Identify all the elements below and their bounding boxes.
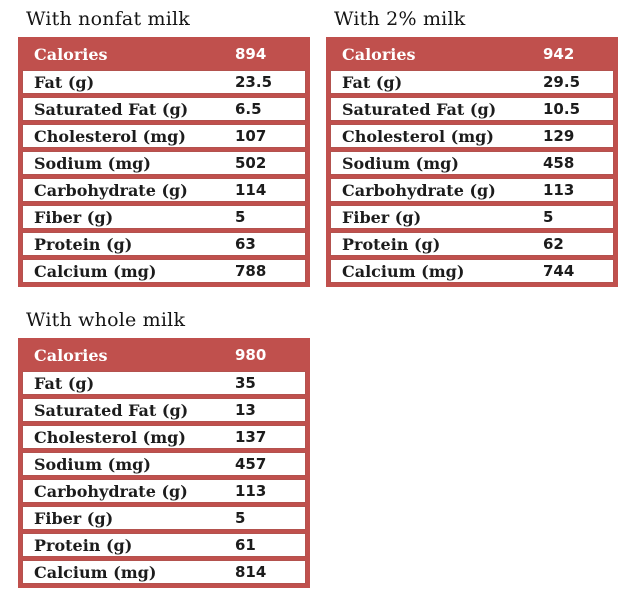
header-value: 980 — [235, 346, 267, 364]
table-block-nonfat-milk: With nonfat milk Calories 894 Fat (g) 23… — [18, 8, 310, 287]
table-title: With 2% milk — [334, 8, 466, 30]
row-value: 502 — [235, 154, 267, 172]
table-row: Protein (g) 63 — [22, 232, 306, 256]
row-label: Cholesterol (mg) — [34, 126, 186, 146]
row-value: 61 — [235, 536, 256, 554]
row-label: Sodium (mg) — [34, 153, 151, 173]
row-label: Carbohydrate (g) — [342, 180, 496, 200]
row-value: 5 — [543, 208, 554, 226]
row-value: 23.5 — [235, 73, 273, 91]
row-label: Fiber (g) — [34, 207, 114, 227]
table-row: Fat (g) 23.5 — [22, 70, 306, 94]
table-row: Calcium (mg) 814 — [22, 560, 306, 584]
row-value: 788 — [235, 262, 267, 280]
nutrition-table-nonfat: Calories 894 Fat (g) 23.5 Saturated Fat … — [18, 37, 310, 287]
table-row: Sodium (mg) 502 — [22, 151, 306, 175]
row-value: 114 — [235, 181, 267, 199]
table-title: With whole milk — [26, 309, 186, 331]
row-label: Protein (g) — [342, 234, 441, 254]
table-row: Fiber (g) 5 — [22, 506, 306, 530]
table-row: Saturated Fat (g) 13 — [22, 398, 306, 422]
table-row: Protein (g) 61 — [22, 533, 306, 557]
table-row: Fiber (g) 5 — [330, 205, 614, 229]
row-label: Sodium (mg) — [342, 153, 459, 173]
table-row: Fat (g) 29.5 — [330, 70, 614, 94]
row-value: 744 — [543, 262, 575, 280]
row-value: 137 — [235, 428, 267, 446]
row-value: 129 — [543, 127, 575, 145]
nutrition-table-2pct: Calories 942 Fat (g) 29.5 Saturated Fat … — [326, 37, 618, 287]
table-row: Carbohydrate (g) 114 — [22, 178, 306, 202]
table-row: Calcium (mg) 744 — [330, 259, 614, 283]
row-value: 458 — [543, 154, 575, 172]
table-row: Cholesterol (mg) 137 — [22, 425, 306, 449]
row-label: Sodium (mg) — [34, 454, 151, 474]
row-value: 10.5 — [543, 100, 581, 118]
row-label: Fat (g) — [34, 373, 95, 393]
header-value: 894 — [235, 45, 267, 63]
row-label: Cholesterol (mg) — [342, 126, 494, 146]
row-label: Calcium (mg) — [34, 562, 157, 582]
row-value: 457 — [235, 455, 267, 473]
row-value: 814 — [235, 563, 267, 581]
table-row: Sodium (mg) 458 — [330, 151, 614, 175]
row-value: 62 — [543, 235, 564, 253]
row-label: Saturated Fat (g) — [34, 99, 189, 119]
row-value: 13 — [235, 401, 256, 419]
row-label: Carbohydrate (g) — [34, 180, 188, 200]
row-value: 5 — [235, 208, 246, 226]
table-row: Saturated Fat (g) 10.5 — [330, 97, 614, 121]
row-label: Saturated Fat (g) — [342, 99, 497, 119]
row-label: Protein (g) — [34, 535, 133, 555]
table-row: Fat (g) 35 — [22, 371, 306, 395]
row-label: Cholesterol (mg) — [34, 427, 186, 447]
table-row: Saturated Fat (g) 6.5 — [22, 97, 306, 121]
table-row: Protein (g) 62 — [330, 232, 614, 256]
nutrition-table-whole: Calories 980 Fat (g) 35 Saturated Fat (g… — [18, 338, 310, 588]
table-row: Carbohydrate (g) 113 — [330, 178, 614, 202]
row-value: 113 — [543, 181, 575, 199]
row-label: Fiber (g) — [342, 207, 422, 227]
table-block-whole-milk: With whole milk Calories 980 Fat (g) 35 … — [18, 309, 310, 588]
header-label: Calories — [34, 44, 108, 64]
table-row: Carbohydrate (g) 113 — [22, 479, 306, 503]
header-value: 942 — [543, 45, 575, 63]
row-label: Fat (g) — [342, 72, 403, 92]
row-label: Fat (g) — [34, 72, 95, 92]
table-row: Sodium (mg) 457 — [22, 452, 306, 476]
row-label: Protein (g) — [34, 234, 133, 254]
table-header-row: Calories 942 — [330, 41, 614, 67]
row-value: 35 — [235, 374, 256, 392]
header-label: Calories — [342, 44, 416, 64]
row-value: 29.5 — [543, 73, 581, 91]
row-value: 107 — [235, 127, 267, 145]
table-row: Cholesterol (mg) 129 — [330, 124, 614, 148]
row-label: Calcium (mg) — [34, 261, 157, 281]
table-header-row: Calories 894 — [22, 41, 306, 67]
row-value: 63 — [235, 235, 256, 253]
table-row: Calcium (mg) 788 — [22, 259, 306, 283]
table-row: Fiber (g) 5 — [22, 205, 306, 229]
row-label: Saturated Fat (g) — [34, 400, 189, 420]
row-label: Carbohydrate (g) — [34, 481, 188, 501]
row-label: Calcium (mg) — [342, 261, 465, 281]
table-title: With nonfat milk — [26, 8, 191, 30]
header-label: Calories — [34, 345, 108, 365]
row-value: 6.5 — [235, 100, 262, 118]
table-header-row: Calories 980 — [22, 342, 306, 368]
row-label: Fiber (g) — [34, 508, 114, 528]
table-block-2pct-milk: With 2% milk Calories 942 Fat (g) 29.5 S… — [326, 8, 618, 287]
row-value: 113 — [235, 482, 267, 500]
row-value: 5 — [235, 509, 246, 527]
table-row: Cholesterol (mg) 107 — [22, 124, 306, 148]
